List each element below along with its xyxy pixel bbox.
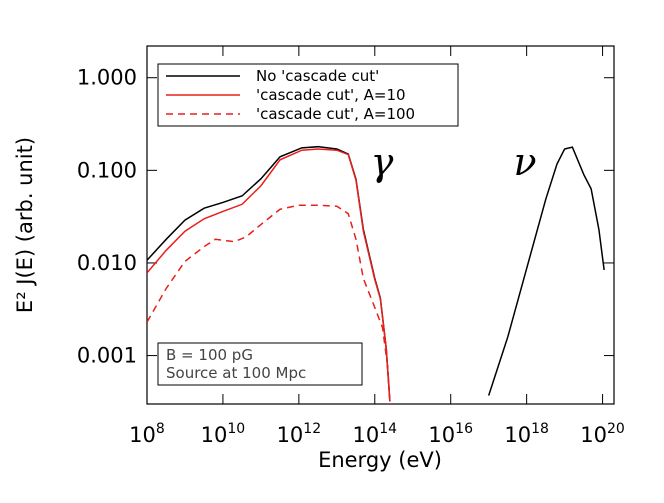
plot-frame [146, 45, 615, 405]
nu-annotation: ν [513, 140, 536, 184]
x-tick-base: 10 [353, 423, 380, 447]
x-tick-exponent: 8 [156, 421, 165, 437]
x-tick-exponent: 16 [455, 421, 473, 437]
x-tick-label: 1016 [428, 421, 473, 447]
x-tick-label: 1010 [201, 421, 246, 447]
legend-label: No 'cascade cut' [256, 67, 379, 85]
y-tick-label: 0.010 [77, 251, 137, 275]
x-tick-label: 108 [129, 421, 165, 447]
x-tick-exponent: 18 [531, 421, 549, 437]
y-axis-label: E² J(E) (arb. unit) [13, 137, 37, 313]
info-text: Source at 100 Mpc [166, 364, 306, 382]
y-tick-label: 0.100 [77, 158, 137, 182]
x-tick-base: 10 [428, 423, 455, 447]
y-tick-label: 0.001 [77, 344, 137, 368]
x-tick-base: 10 [504, 423, 531, 447]
x-axis-label: Energy (eV) [318, 448, 442, 472]
x-tick-label: 1020 [580, 421, 625, 447]
series-line [147, 148, 391, 402]
info-text: B = 100 pG [166, 346, 253, 364]
series-line [147, 204, 391, 402]
x-tick-base: 10 [201, 423, 228, 447]
y-tick-label: 1.000 [77, 66, 137, 90]
x-tick-exponent: 14 [379, 421, 397, 437]
x-tick-exponent: 10 [227, 421, 245, 437]
x-tick-label: 1018 [504, 421, 549, 447]
legend-label: 'cascade cut', A=100 [256, 105, 415, 123]
x-tick-base: 10 [129, 423, 156, 447]
x-tick-base: 10 [580, 423, 607, 447]
gamma-annotation: γ [371, 140, 394, 184]
x-tick-label: 1012 [277, 421, 322, 447]
legend-label: 'cascade cut', A=10 [256, 86, 406, 104]
x-tick-label: 1014 [353, 421, 398, 447]
info-box [157, 342, 363, 386]
x-tick-exponent: 12 [303, 421, 321, 437]
x-tick-exponent: 20 [607, 421, 625, 437]
x-tick-base: 10 [277, 423, 304, 447]
